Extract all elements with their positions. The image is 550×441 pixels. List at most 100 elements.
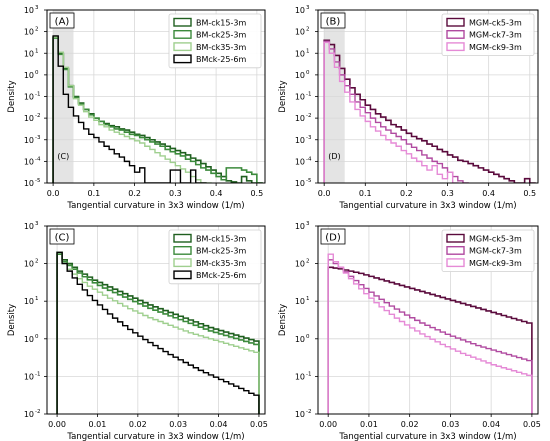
legend-label: MGM-ck9-3m: [469, 259, 522, 268]
y-tick-exponent: -2: [306, 113, 311, 119]
legend-swatch: [173, 30, 192, 39]
y-tick-exponent: 3: [35, 221, 39, 227]
x-tick-label: 0.03: [169, 420, 187, 429]
y-tick-exponent: -5: [35, 178, 41, 184]
y-tick-label: 10: [24, 136, 34, 145]
y-tick-label: 10: [295, 71, 305, 80]
axes-frame: [317, 225, 539, 415]
x-tick-label: 0.0: [47, 189, 60, 198]
x-tick-label: 0.1: [359, 189, 372, 198]
y-tick-exponent: -4: [35, 156, 41, 162]
axes-frame: [46, 225, 266, 415]
x-tick-label: 0.04: [210, 420, 228, 429]
legend-swatch: [173, 233, 192, 243]
y-axis-label: Density: [278, 80, 288, 112]
x-tick-label: 0.5: [523, 189, 536, 198]
panel-label-box: [49, 12, 75, 29]
legend-swatch: [173, 54, 192, 64]
x-axis-label: Tangential curvature in 3x3 window (1/m): [66, 201, 244, 211]
x-axis-label: Tangential curvature in 3x3 window (1/m): [66, 432, 244, 441]
x-tick-label: 0.3: [169, 189, 182, 198]
x-tick-label: 0.3: [441, 189, 454, 198]
y-tick-label: 10: [295, 49, 305, 58]
legend-swatch: [173, 270, 192, 280]
x-tick-label: 0.5: [250, 189, 263, 198]
legend-box: [441, 229, 535, 272]
x-tick-label: 0.00: [319, 420, 337, 429]
y-tick-exponent: 2: [35, 27, 39, 33]
legend-label: BM-ck35-3m: [196, 43, 246, 52]
y-tick-exponent: -4: [306, 156, 312, 162]
x-tick-label: 0.00: [48, 420, 66, 429]
y-tick-exponent: 1: [306, 48, 310, 54]
panel-label: (C): [55, 233, 70, 244]
y-tick-label: 10: [295, 93, 305, 102]
x-tick-label: 0.01: [89, 420, 107, 429]
y-tick-label: 10: [295, 260, 305, 269]
y-tick-label: 10: [295, 28, 305, 37]
panel-label: (D): [325, 233, 341, 244]
y-tick-exponent: 2: [35, 259, 39, 265]
y-tick-label: 10: [24, 179, 34, 188]
y-tick-exponent: -1: [35, 371, 40, 377]
legend-swatch: [446, 233, 465, 243]
y-tick-exponent: -2: [35, 113, 40, 119]
y-tick-exponent: 2: [306, 27, 310, 33]
panel-label: (A): [55, 17, 70, 28]
y-tick-exponent: -2: [306, 409, 311, 415]
y-tick-exponent: 3: [35, 5, 39, 11]
x-tick-label: 0.02: [401, 420, 419, 429]
y-tick-label: 10: [24, 297, 34, 306]
y-tick-exponent: 3: [306, 5, 310, 11]
series-line: [327, 253, 533, 414]
legend-label: BM-ck35-3m: [196, 259, 246, 268]
legend-swatch: [446, 17, 465, 27]
y-tick-exponent: -1: [35, 92, 40, 98]
legend-label: BM-ck15-3m: [196, 235, 246, 244]
series-group: [323, 39, 536, 183]
series-group: [327, 253, 533, 414]
series-line: [52, 36, 212, 183]
y-tick-exponent: 2: [306, 259, 310, 265]
x-tick-label: 0.1: [87, 189, 100, 198]
x-tick-label: 0.0: [318, 189, 331, 198]
series-line: [323, 41, 459, 183]
y-tick-exponent: -1: [306, 371, 311, 377]
legend-swatch: [446, 245, 465, 255]
y-tick-exponent: -3: [35, 135, 41, 141]
y-tick-label: 10: [295, 6, 305, 15]
y-tick-label: 10: [295, 335, 305, 344]
y-tick-exponent: -3: [306, 135, 312, 141]
y-tick-label: 10: [24, 28, 34, 37]
y-tick-label: 10: [295, 410, 305, 419]
shaded-region-label: (C): [57, 152, 69, 161]
panel-0: 0.0 0.1 0.2 0.3 0.4 0.510-510-410-310-210-110…: [7, 5, 266, 211]
y-tick-label: 10: [295, 136, 305, 145]
x-tick-label: 0.02: [129, 420, 147, 429]
series-group: [52, 35, 263, 183]
series-line: [56, 253, 260, 414]
y-tick-exponent: -1: [306, 92, 311, 98]
legend-label: MGM-ck7-3m: [469, 31, 522, 40]
y-tick-label: 10: [295, 297, 305, 306]
legend-label: MGM-ck7-3m: [469, 247, 522, 256]
x-tick-label: 0.04: [482, 420, 500, 429]
x-tick-label: 0.4: [210, 189, 223, 198]
legend-swatch: [173, 42, 192, 52]
y-tick-label: 10: [24, 157, 34, 166]
legend-box: [441, 13, 535, 56]
series-line: [327, 266, 533, 414]
y-tick-label: 10: [295, 222, 305, 231]
y-axis-label: Density: [7, 304, 17, 336]
legend-swatch: [173, 245, 192, 255]
series-line: [52, 37, 263, 183]
x-tick-label: 0.2: [128, 189, 141, 198]
y-tick-exponent: 1: [306, 296, 310, 302]
series-line: [56, 251, 260, 414]
panel-label-box: [49, 228, 75, 245]
x-tick-label: 0.05: [250, 420, 268, 429]
y-tick-label: 10: [24, 49, 34, 58]
